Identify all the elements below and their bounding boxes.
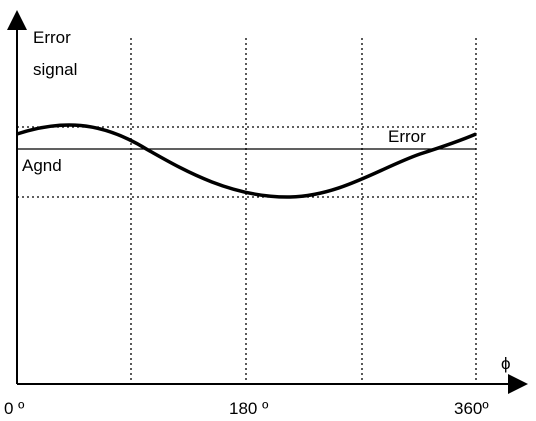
tick-label-360: 360º [454,399,489,418]
x-axis-label-phi: ϕ [501,354,511,373]
error-curve-label: Error [388,127,426,146]
agnd-label: Agnd [22,156,62,175]
error-curve [16,123,477,199]
tick-label-180: 180 º [229,399,268,418]
y-axis-label-line2: signal [33,60,77,79]
tick-label-0: 0 º [4,399,24,418]
y-axis-label-line1: Error [33,28,71,47]
